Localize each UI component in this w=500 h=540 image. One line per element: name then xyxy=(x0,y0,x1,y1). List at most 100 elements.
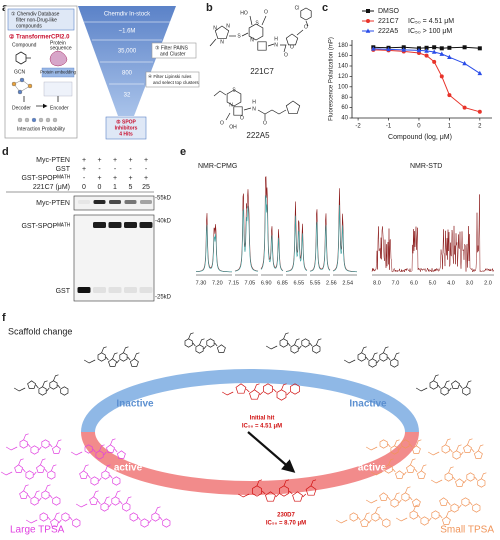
band xyxy=(78,200,90,204)
ring xyxy=(409,510,418,520)
bond xyxy=(5,446,18,451)
data-point xyxy=(462,60,467,66)
x-tick-label: 1 xyxy=(448,124,452,130)
data-point xyxy=(462,105,467,110)
atom-label: N xyxy=(220,39,224,45)
bond xyxy=(456,444,462,451)
bond xyxy=(343,359,356,364)
molecule xyxy=(0,458,57,480)
bond xyxy=(388,458,394,465)
bond xyxy=(127,356,131,361)
funnel xyxy=(78,6,176,116)
bond xyxy=(379,516,383,521)
expansion-arrow xyxy=(247,431,296,473)
legend-annotation: IC₅₀ > 100 μM xyxy=(408,28,452,35)
band xyxy=(139,222,153,228)
bond xyxy=(261,15,267,26)
spectrum-trace xyxy=(332,204,357,273)
bond xyxy=(460,451,464,456)
spectrum-trace xyxy=(234,189,259,272)
node-label: sequence xyxy=(50,45,72,51)
bond xyxy=(192,342,196,347)
series-line xyxy=(373,48,481,74)
row-label: Myc-PTEN xyxy=(36,157,70,164)
bond xyxy=(437,384,441,389)
ppm-tick-label: 6.0 xyxy=(410,280,418,286)
atom-label: N xyxy=(213,25,217,31)
side-label: Large TPSA xyxy=(10,525,65,536)
bond xyxy=(430,479,443,484)
blot xyxy=(73,214,155,302)
funnel-title: Chemdiv In-stock xyxy=(104,12,151,18)
band xyxy=(124,287,137,293)
ring xyxy=(285,100,301,115)
series-line xyxy=(373,46,480,49)
bond xyxy=(387,443,391,448)
ring xyxy=(108,358,117,367)
ring xyxy=(349,512,358,522)
ring xyxy=(384,464,393,474)
data-point xyxy=(401,47,407,52)
ring xyxy=(226,89,242,107)
ring xyxy=(61,512,70,522)
bond xyxy=(42,380,48,387)
bond xyxy=(203,345,207,350)
bond xyxy=(459,384,463,389)
ring xyxy=(441,444,450,454)
bond xyxy=(433,374,439,381)
atom-label: O xyxy=(220,120,224,126)
bond xyxy=(49,494,53,499)
bond xyxy=(296,29,304,36)
bond xyxy=(22,468,26,473)
bond xyxy=(387,496,391,501)
bond xyxy=(18,458,24,465)
ring xyxy=(292,491,303,502)
bond xyxy=(316,338,322,345)
ring xyxy=(27,380,37,389)
x-tick-label: -1 xyxy=(386,124,392,130)
band-label: Inactive xyxy=(116,399,154,410)
hit-name: Initial hit xyxy=(250,416,275,422)
ring xyxy=(30,445,39,455)
ppm-tick-label: 2.54 xyxy=(342,280,353,286)
row-value: + xyxy=(113,157,117,164)
bond xyxy=(372,352,378,359)
ppm-tick-label: 5.55 xyxy=(310,280,321,286)
data-point xyxy=(462,45,467,50)
ppm-tick-label: 2.0 xyxy=(484,280,492,286)
bond xyxy=(283,332,289,339)
funnel-count: 32 xyxy=(124,93,131,99)
ring xyxy=(79,470,89,479)
ring xyxy=(38,386,47,396)
ring xyxy=(72,518,81,528)
bond xyxy=(421,464,427,471)
bond xyxy=(27,494,31,499)
bond xyxy=(104,496,110,503)
bond xyxy=(452,476,456,481)
size-marker: -55kD xyxy=(155,196,172,202)
ring xyxy=(50,518,59,527)
molecule xyxy=(343,346,400,368)
ring xyxy=(390,358,399,368)
bond xyxy=(447,501,451,506)
lead-ic50: IC₅₀ = 8.70 μM xyxy=(266,521,306,527)
bond xyxy=(405,486,411,493)
blot-label: GST xyxy=(56,288,71,295)
atom-label: O xyxy=(290,44,294,50)
bond xyxy=(272,388,277,393)
bond xyxy=(159,516,163,521)
x-tick-label: 2 xyxy=(478,124,482,130)
ring xyxy=(382,518,391,528)
bond xyxy=(98,477,102,482)
ring xyxy=(14,464,24,473)
y-tick-label: 80 xyxy=(341,95,348,101)
panel-a: a ① Chemdiv Database filter non-Drug-lik… xyxy=(2,2,199,140)
row-value: 5 xyxy=(129,184,133,191)
ring xyxy=(216,344,226,353)
node-label: Interaction Probability xyxy=(17,126,66,132)
bond xyxy=(365,499,378,504)
ring xyxy=(19,490,29,499)
bond xyxy=(115,490,121,497)
molecule xyxy=(79,464,121,486)
